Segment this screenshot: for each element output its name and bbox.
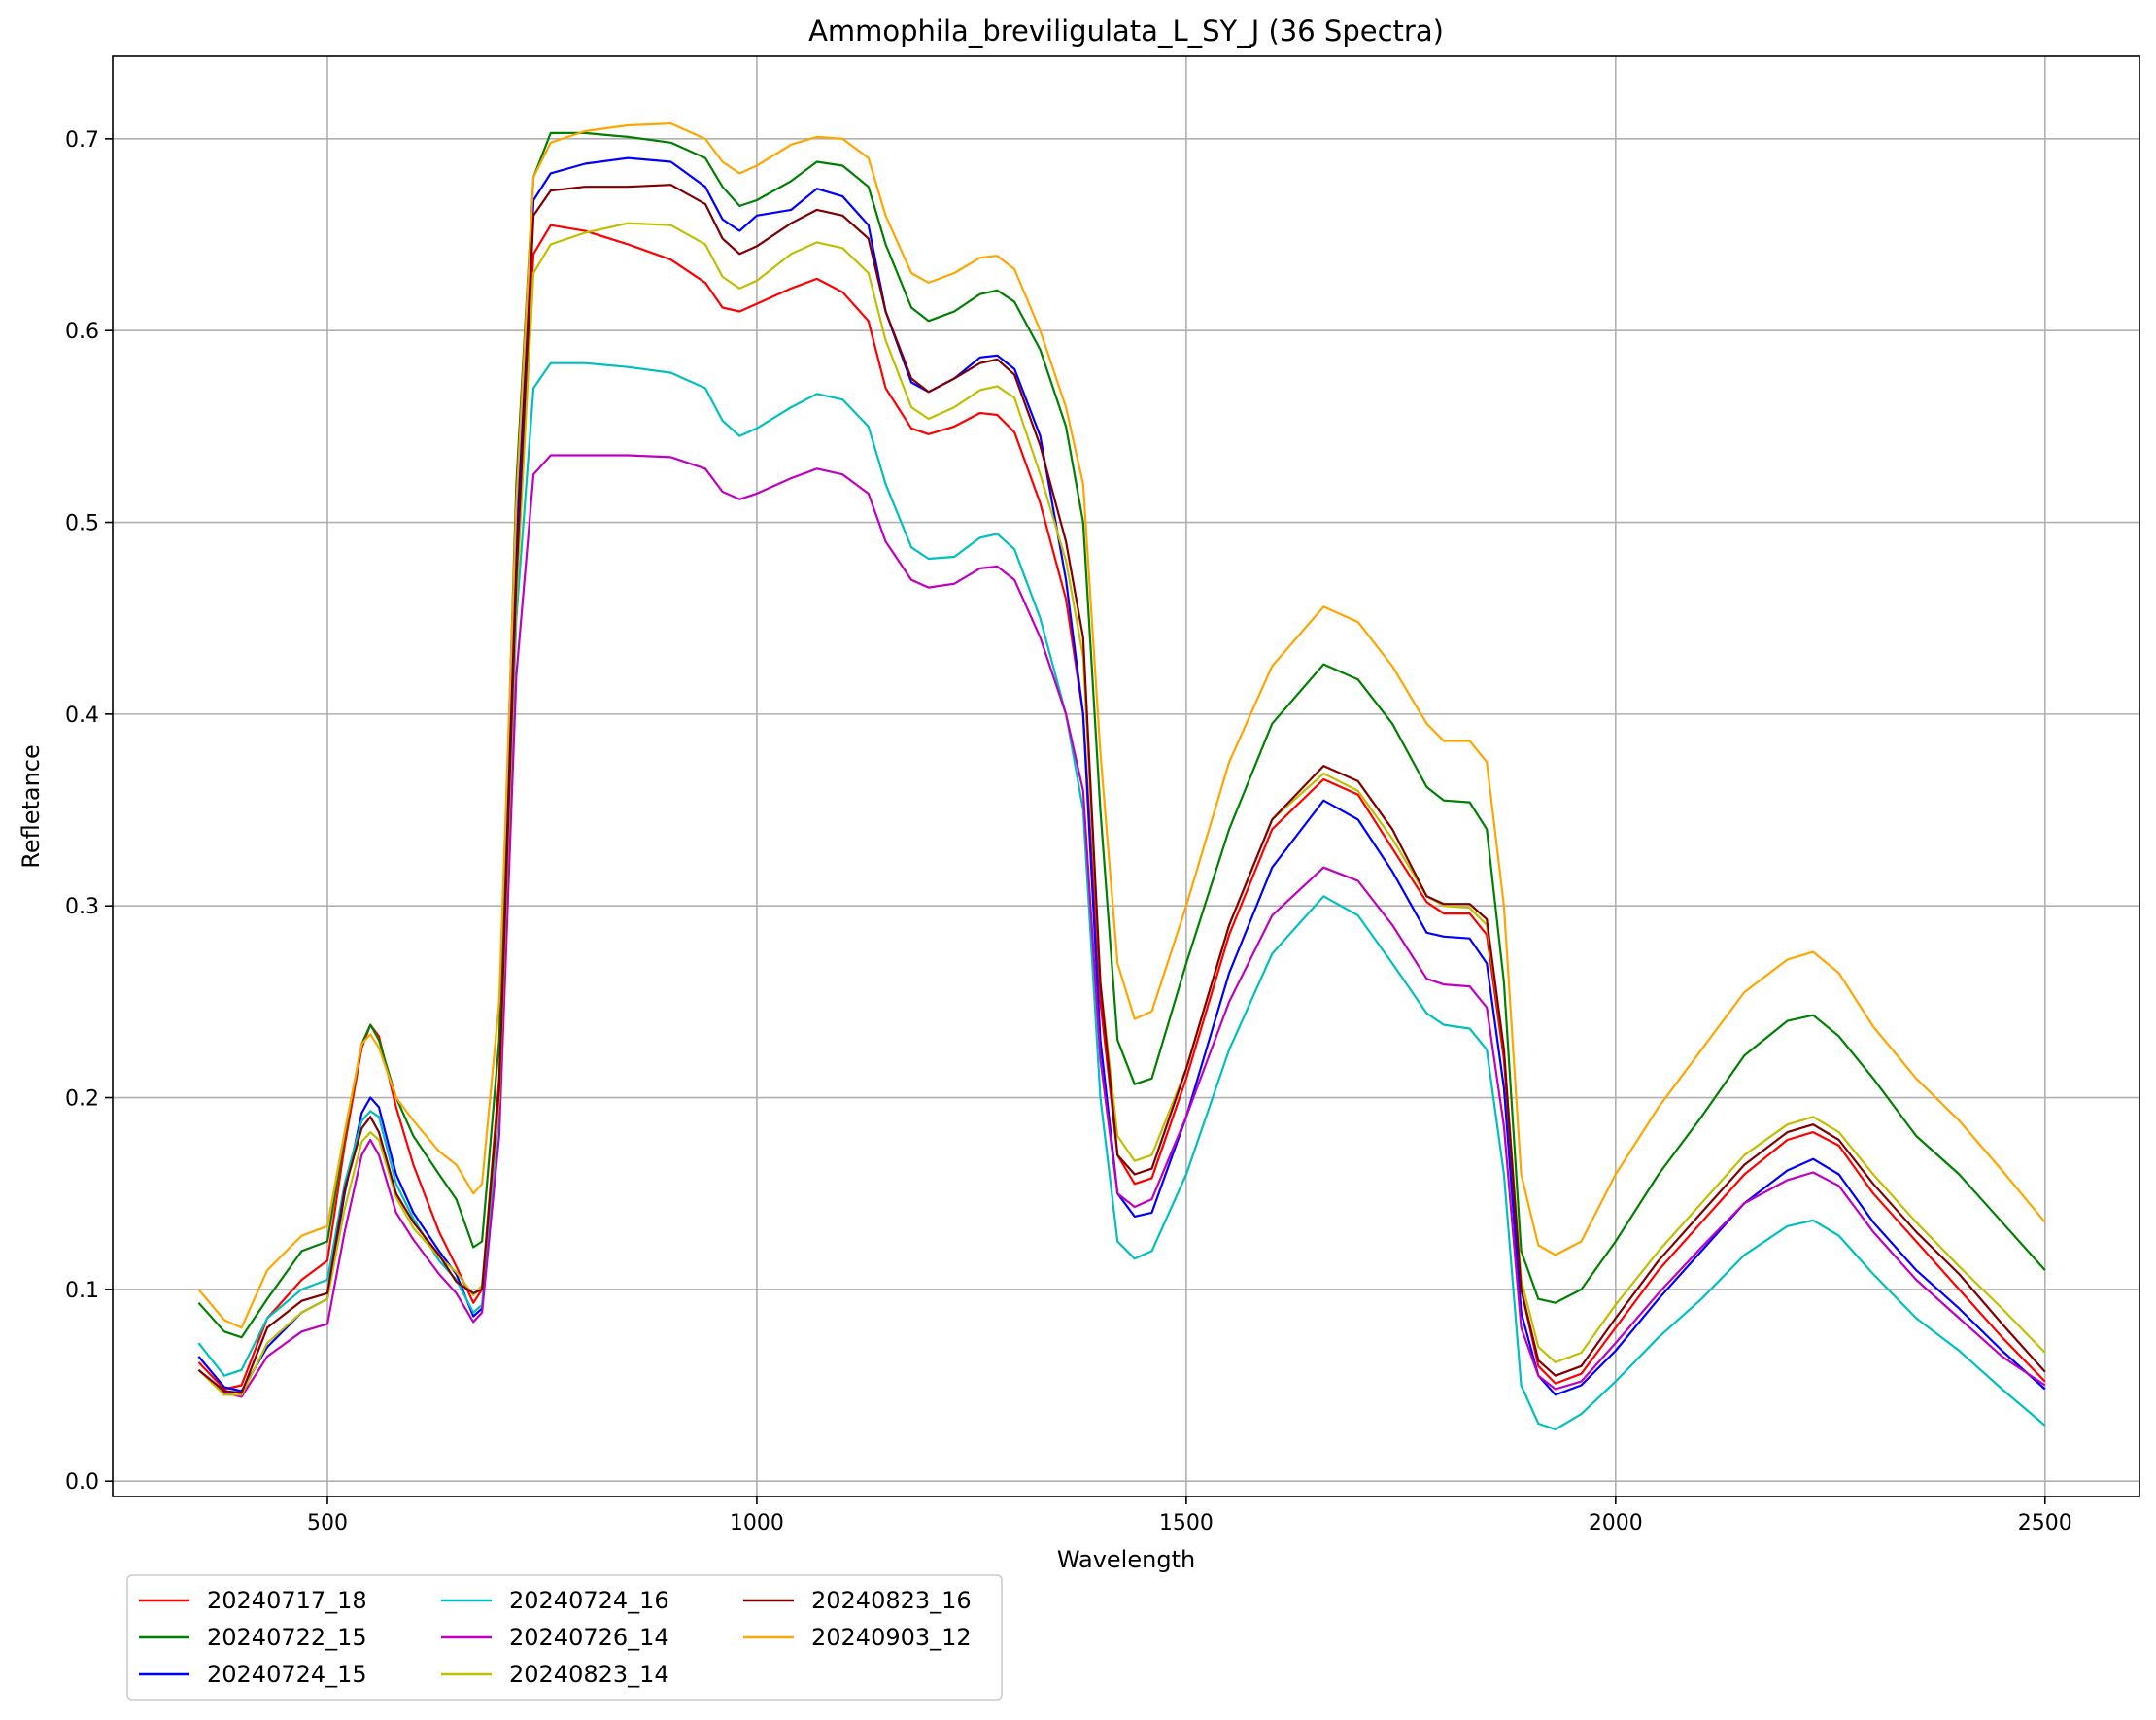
- x-axis-label: Wavelength: [1057, 1546, 1195, 1573]
- y-tick-label: 0.6: [65, 320, 99, 344]
- series-line-20240726_14: [197, 454, 2046, 1398]
- legend-entry-label: 20240823_14: [509, 1661, 669, 1688]
- series-line-20240724_15: [197, 156, 2046, 1396]
- axis-ticks: 500 1000 1500 2000 2500 0.0 0.1 0.2 0.3 0.4 0.5 0.6…: [65, 128, 2072, 1535]
- legend-box: [126, 1574, 1003, 1701]
- y-tick-label: 0.3: [65, 895, 99, 919]
- series-line-20240823_14: [197, 222, 2046, 1396]
- legend: 20240717_18 20240722_15 20240724_15 2024072…: [126, 1574, 1003, 1701]
- series-lines: [197, 121, 2046, 1431]
- series-line-20240717_18: [197, 224, 2046, 1391]
- y-tick-label: 0.4: [65, 704, 99, 728]
- y-tick-label: 0.5: [65, 512, 99, 536]
- series-line-20240823_16: [197, 184, 2046, 1394]
- y-tick-label: 0.7: [65, 128, 99, 153]
- legend-entry-label: 20240724_15: [207, 1661, 367, 1688]
- x-tick-label: 1000: [730, 1511, 784, 1535]
- legend-entry-label: 20240717_18: [207, 1587, 367, 1614]
- y-tick-label: 0.0: [65, 1470, 99, 1495]
- legend-entry-label: 20240722_15: [207, 1624, 367, 1651]
- series-line-20240722_15: [197, 131, 2046, 1339]
- legend-entry-label: 20240724_16: [509, 1587, 669, 1614]
- x-tick-label: 2000: [1589, 1511, 1643, 1535]
- grid-lines: [113, 56, 2139, 1496]
- plot-area-frame: [112, 55, 2140, 1497]
- y-tick-label: 0.2: [65, 1087, 99, 1112]
- legend-entry-label: 20240823_16: [811, 1587, 972, 1614]
- y-tick-label: 0.1: [65, 1279, 99, 1303]
- series-line-20240724_16: [197, 361, 2046, 1431]
- x-tick-label: 1500: [1159, 1511, 1214, 1535]
- chart-title: Ammophila_breviligulata_L_SY_J (36 Spect…: [808, 15, 1444, 48]
- y-axis-label: Refletance: [17, 744, 45, 869]
- x-tick-label: 500: [307, 1511, 348, 1535]
- legend-entry-label: 20240726_14: [509, 1624, 669, 1651]
- x-tick-label: 2500: [2018, 1511, 2072, 1535]
- series-line-20240903_12: [197, 121, 2046, 1329]
- legend-entry-label: 20240903_12: [811, 1624, 972, 1651]
